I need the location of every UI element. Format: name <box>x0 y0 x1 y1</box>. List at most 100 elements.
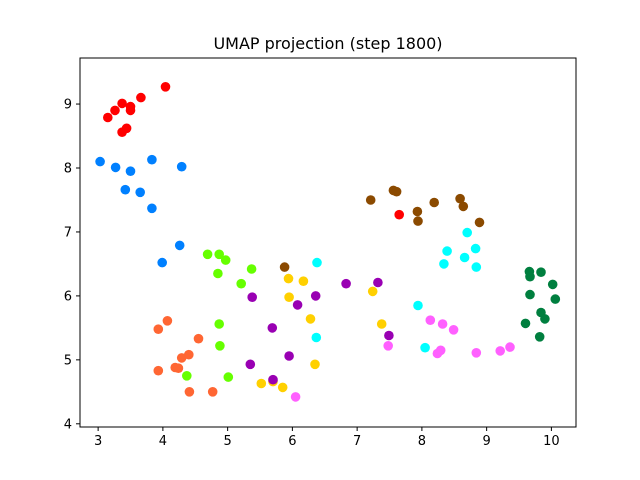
y-axis: 4 5 6 7 8 9 <box>64 98 80 432</box>
scatter-point <box>279 262 290 272</box>
scatter-point <box>268 374 278 385</box>
scatter-point <box>184 387 195 397</box>
scatter-point <box>284 351 294 361</box>
scatter-point <box>220 255 231 265</box>
x-tick-label: 10 <box>543 434 560 449</box>
scatter-point <box>310 291 321 301</box>
scatter-point <box>215 341 225 351</box>
x-tick-label: 8 <box>418 434 426 449</box>
x-tick-label: 4 <box>159 434 167 449</box>
scatter-point <box>470 243 481 254</box>
scatter-point <box>202 249 213 260</box>
x-tick-label: 7 <box>353 434 361 449</box>
x-tick-label: 5 <box>223 434 231 449</box>
scatter-point <box>136 92 146 103</box>
scatter-point <box>412 206 423 217</box>
scatter-point <box>184 349 194 360</box>
scatter-point <box>214 319 224 329</box>
points-layer <box>95 82 561 402</box>
scatter-point <box>193 333 204 344</box>
scatter-point <box>284 292 294 303</box>
scatter-point <box>439 259 449 269</box>
plot-frame <box>79 57 577 428</box>
scatter-point <box>459 252 470 263</box>
scatter-point <box>247 292 257 303</box>
scatter-point <box>310 359 320 370</box>
scatter-point <box>495 346 506 356</box>
scatter-point <box>283 273 294 284</box>
scatter-point <box>471 262 482 272</box>
scatter-point <box>376 319 387 329</box>
scatter-point <box>536 267 546 278</box>
y-tick-label: 4 <box>64 417 72 432</box>
scatter-point <box>207 387 218 397</box>
scatter-point <box>245 359 256 370</box>
scatter-point <box>305 314 316 324</box>
scatter-point <box>182 371 192 381</box>
chart-title: UMAP projection (step 1800) <box>213 34 442 53</box>
scatter-point <box>525 289 535 300</box>
scatter-point <box>429 197 440 208</box>
scatter-point <box>147 154 157 165</box>
scatter-point <box>110 105 120 116</box>
scatter-point <box>394 209 405 220</box>
scatter-point <box>391 186 402 197</box>
scatter-point <box>223 372 234 382</box>
scatter-point <box>547 279 558 290</box>
scatter-point <box>110 162 121 173</box>
x-tick-label: 6 <box>288 434 296 449</box>
scatter-point <box>256 378 267 389</box>
scatter-point <box>267 323 278 333</box>
y-tick-label: 6 <box>64 289 72 304</box>
scatter-point <box>505 342 515 352</box>
scatter-point <box>277 382 288 393</box>
scatter-point <box>290 392 301 402</box>
scatter-point <box>420 342 430 353</box>
scatter-point <box>373 277 383 288</box>
scatter-point <box>432 348 443 359</box>
y-tick-label: 5 <box>64 353 72 368</box>
scatter-point <box>162 316 173 326</box>
scatter-point <box>383 341 394 351</box>
scatter-point <box>174 240 185 251</box>
scatter-point <box>437 319 448 329</box>
y-tick-label: 8 <box>64 161 72 176</box>
scatter-point <box>458 201 469 212</box>
scatter-point <box>103 112 113 123</box>
scatter-point <box>448 325 459 335</box>
scatter-point <box>474 217 485 228</box>
scatter-point <box>147 203 157 214</box>
scatter-point <box>298 276 309 287</box>
scatter-point <box>462 227 473 238</box>
scatter-point <box>214 249 224 260</box>
scatter-point <box>292 300 303 310</box>
scatter-point <box>311 332 322 343</box>
scatter-point <box>471 348 482 358</box>
scatter-point <box>153 324 164 335</box>
scatter-point <box>367 286 378 297</box>
scatter-point <box>534 332 545 342</box>
scatter-point <box>442 246 452 256</box>
scatter-point <box>312 257 322 268</box>
x-axis: 3 4 5 6 7 8 9 10 <box>94 427 560 449</box>
scatter-point <box>173 363 184 374</box>
x-tick-label: 9 <box>483 434 491 449</box>
scatter-point <box>455 193 465 204</box>
x-tick-label: 3 <box>94 434 102 449</box>
scatter-point <box>365 195 376 205</box>
scatter-point <box>160 82 171 92</box>
scatter-point <box>153 365 164 376</box>
scatter-point <box>413 300 423 311</box>
scatter-point <box>341 278 351 289</box>
scatter-point <box>213 268 223 279</box>
scatter-point <box>540 314 550 324</box>
scatter-point <box>425 315 436 326</box>
y-tick-label: 9 <box>64 98 72 113</box>
scatter-point <box>117 98 127 109</box>
scatter-point <box>121 123 132 134</box>
scatter-point <box>384 330 394 341</box>
scatter-point <box>120 184 131 195</box>
scatter-point <box>125 105 136 116</box>
scatter-point <box>236 278 246 289</box>
